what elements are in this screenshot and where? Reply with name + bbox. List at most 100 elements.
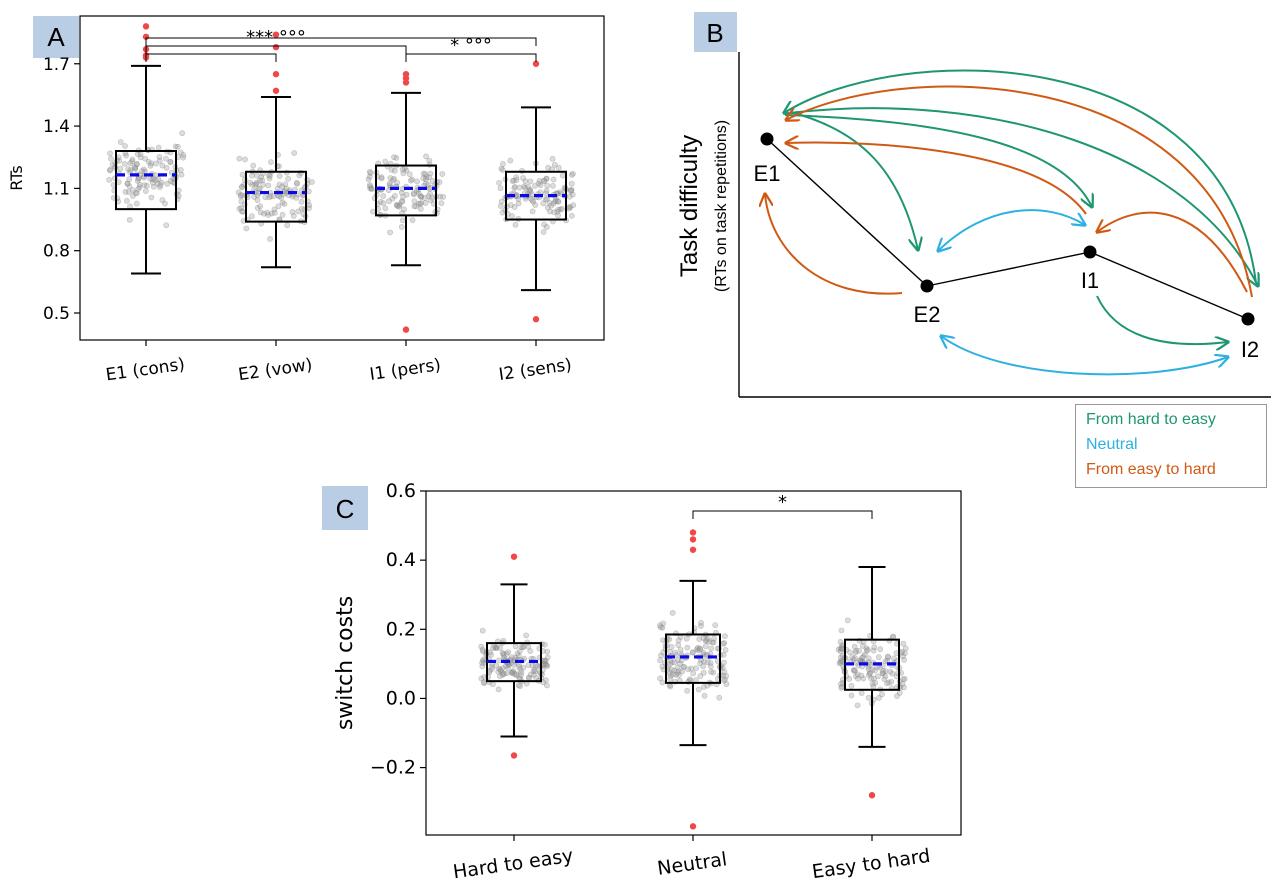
panel-a-jitter-point — [382, 158, 389, 165]
panel-c-jitter-point — [704, 659, 711, 666]
panel-c-jitter-point — [526, 674, 532, 681]
panel-c-jitter-point — [657, 624, 664, 631]
panel-c-jitter-point — [497, 645, 503, 651]
panel-c-outlier — [689, 529, 697, 536]
panel-a-jitter-point — [555, 212, 561, 219]
panel-c-jitter-point — [518, 671, 524, 678]
panel-a-label: A — [47, 22, 65, 52]
panel-a-jitter-point — [396, 201, 403, 208]
panel-c-jitter-point — [667, 648, 674, 655]
panel-a-jitter-point — [133, 200, 140, 207]
panel-c-jitter-point — [852, 673, 859, 679]
panel-a-jitter-point — [367, 170, 374, 176]
panel-a-jitter-point — [439, 171, 446, 177]
panel-a-jitter-point — [177, 167, 184, 173]
panel-a-jitter-point — [257, 185, 263, 192]
panel-a-jitter-point — [440, 193, 447, 200]
panel-a-jitter-point — [235, 189, 242, 196]
panel-a-jitter-point — [268, 210, 275, 217]
panel-c-jitter-point — [513, 672, 520, 679]
panel-a-jitter-point — [254, 192, 261, 199]
panel-c-jitter-point — [542, 657, 549, 664]
panel-c-jitter-point — [700, 684, 707, 690]
panel-a-jitter-point — [159, 197, 166, 203]
panel-a-jitter-point — [427, 170, 434, 177]
panel-c-jitter-point — [711, 635, 717, 642]
arrow-orange-i2-e1 — [786, 85, 1253, 298]
panel-c-jitter-point — [487, 649, 493, 656]
panel-c-jitter-point — [890, 633, 897, 640]
panel-a-jitter-point — [496, 179, 503, 186]
panel-a-jitter-point — [139, 168, 145, 175]
panel-c-jitter-point — [887, 668, 894, 675]
panel-a-significance-label: * °°° — [450, 35, 492, 56]
panel-c-jitter-point — [700, 649, 707, 656]
panel-c-jitter-point — [866, 669, 873, 676]
panel-a-jitter-point — [509, 178, 516, 184]
panel-c-jitter-point — [501, 670, 507, 677]
panel-a-jitter-point — [389, 195, 396, 202]
panel-a-jitter-point — [425, 181, 431, 188]
panel-a-jitter-point — [544, 195, 550, 202]
panel-c-jitter-point — [876, 694, 882, 701]
panel-c-outlier — [510, 752, 518, 759]
panel-a-jitter-point — [236, 205, 243, 212]
node-i1-label: I1 — [1081, 268, 1099, 293]
panel-c-jitter-point — [694, 644, 701, 651]
panel-a-jitter-point — [254, 205, 261, 211]
panel-c-jitter-point — [516, 664, 522, 670]
panel-a-jitter-point — [568, 187, 575, 194]
panel-a-xtick-label: I1 (pers) — [368, 355, 442, 385]
node-i2-label: I2 — [1241, 337, 1259, 362]
panel-c-jitter-point — [504, 650, 510, 657]
panel-c-jitter-point — [478, 675, 485, 682]
panel-a-jitter-point — [251, 194, 258, 200]
panel-a-jitter-point — [542, 196, 549, 203]
panel-c-jitter-point — [527, 648, 534, 654]
panel-a-jitter-point — [525, 183, 532, 190]
panel-a-jitter-point — [559, 205, 565, 212]
panel-c-jitter-point — [872, 679, 879, 686]
panel-c-jitter-point — [480, 656, 487, 663]
panel-a-jitter-point — [513, 177, 520, 183]
panel-c-jitter-point — [520, 644, 527, 650]
panel-a-jitter-point — [268, 159, 274, 166]
panel-c-jitter-point — [877, 646, 884, 653]
panel-a-jitter-point — [437, 193, 444, 200]
panel-a-jitter-point — [422, 200, 429, 206]
panel-c-jitter-point — [498, 668, 505, 674]
panel-a-jitter-point — [550, 182, 556, 189]
panel-a-jitter-point — [293, 194, 300, 201]
panel-c-jitter-point — [888, 678, 895, 685]
panel-c-jitter-point — [690, 670, 697, 677]
panel-c-ytick-label: 0.4 — [386, 549, 416, 571]
panel-a-jitter-point — [541, 178, 548, 185]
panel-c-jitter-point — [848, 682, 855, 689]
panel-a-jitter-point — [133, 190, 140, 196]
panel-c-jitter-point — [838, 684, 845, 691]
panel-c-jitter-point — [493, 662, 500, 669]
panel-c-jitter-point — [689, 649, 696, 656]
panel-c-jitter-point — [707, 663, 714, 670]
panel-a-xtick-label: I2 (sens) — [498, 355, 574, 385]
panel-a-jitter-point — [267, 193, 274, 199]
panel-a-outlier — [402, 326, 410, 333]
panel-a-jitter-point — [284, 222, 291, 229]
panel-a-jitter-point — [126, 176, 133, 183]
panel-c-jitter-point — [542, 658, 549, 665]
panel-a-jitter-point — [377, 198, 384, 205]
panel-a-jitter-point — [543, 224, 550, 230]
panel-c-jitter-point — [680, 663, 687, 670]
panel-a-jitter-point — [123, 197, 130, 204]
panel-c-jitter-point — [863, 645, 870, 652]
panel-c-jitter-point — [544, 682, 550, 689]
panel-c-jitter-point — [858, 690, 865, 696]
panel-c-xtick-label: Neutral — [656, 848, 729, 880]
panel-a-outlier — [272, 31, 280, 38]
panel-a-jitter-point — [529, 208, 536, 215]
panel-a-jitter-point — [164, 180, 171, 187]
panel-c-jitter-point — [875, 673, 881, 680]
panel-c-jitter-point — [496, 657, 502, 664]
panel-a-jitter-point — [148, 160, 155, 167]
panel-a-outlier — [532, 316, 540, 323]
